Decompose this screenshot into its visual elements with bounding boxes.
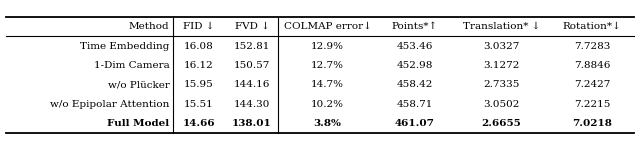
Text: 453.46: 453.46 [396,42,433,51]
Text: 15.95: 15.95 [184,81,214,89]
Text: w/o Plücker: w/o Plücker [108,81,170,89]
Text: 10.2%: 10.2% [311,100,344,109]
Text: 16.08: 16.08 [184,42,214,51]
Text: 452.98: 452.98 [396,61,433,70]
Text: 3.0327: 3.0327 [483,42,520,51]
Text: 461.07: 461.07 [394,119,435,128]
Text: 138.01: 138.01 [232,119,272,128]
Text: FVD ↓: FVD ↓ [234,22,269,31]
Text: FID ↓: FID ↓ [183,22,215,31]
Text: 150.57: 150.57 [234,61,270,70]
Text: 2.7335: 2.7335 [483,81,520,89]
Text: 7.8846: 7.8846 [574,61,610,70]
Text: 12.9%: 12.9% [311,42,344,51]
Text: w/o Epipolar Attention: w/o Epipolar Attention [50,100,170,109]
Text: Method: Method [129,22,170,31]
Text: 1-Dim Camera: 1-Dim Camera [93,61,170,70]
Text: 16.12: 16.12 [184,61,214,70]
Text: 152.81: 152.81 [234,42,270,51]
Text: Time Embedding: Time Embedding [80,42,170,51]
Text: 15.51: 15.51 [184,100,214,109]
Text: Points*↑: Points*↑ [391,22,438,31]
Text: 144.30: 144.30 [234,100,270,109]
Text: COLMAP error↓: COLMAP error↓ [284,22,371,31]
Text: 3.1272: 3.1272 [483,61,520,70]
Text: 14.66: 14.66 [183,119,216,128]
Text: 7.2215: 7.2215 [574,100,610,109]
Text: 2.6655: 2.6655 [481,119,521,128]
Text: Rotation*↓: Rotation*↓ [563,22,621,31]
Text: 458.71: 458.71 [396,100,433,109]
Text: 3.0502: 3.0502 [483,100,520,109]
Text: 3.8%: 3.8% [314,119,342,128]
Text: 7.0218: 7.0218 [572,119,612,128]
Text: Full Model: Full Model [108,119,170,128]
Text: 7.2427: 7.2427 [574,81,610,89]
Text: 144.16: 144.16 [234,81,270,89]
Text: 12.7%: 12.7% [311,61,344,70]
Text: 458.42: 458.42 [396,81,433,89]
Text: 7.7283: 7.7283 [574,42,610,51]
Text: Translation* ↓: Translation* ↓ [463,22,540,31]
Text: 14.7%: 14.7% [311,81,344,89]
